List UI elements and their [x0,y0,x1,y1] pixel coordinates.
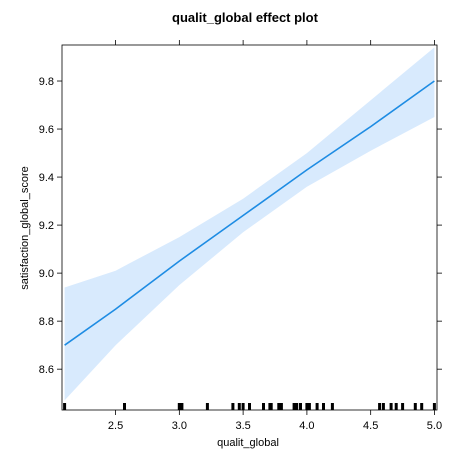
y-tick-label: 9.6 [39,124,54,136]
fit-line [64,80,435,346]
plot-area [61,44,438,411]
rug-mark [420,403,424,410]
x-tick-label: 4.0 [299,420,314,432]
rug-mark [262,403,265,410]
rug-mark [394,403,398,410]
y-tick-label: 9.4 [39,172,54,184]
y-tick-label: 9.0 [39,268,54,280]
x-axis-ticks: 2.5 3.0 3.5 4.0 4.5 5.0 [108,40,442,432]
x-tick-label: 2.5 [108,420,123,432]
x-tick-label: 4.5 [363,420,378,432]
rug-marks [63,403,436,410]
y-tick-label: 9.2 [39,220,54,232]
rug-mark [248,403,251,410]
rug-mark [292,403,296,410]
confidence-band [64,47,435,401]
rug-mark [432,403,436,410]
rug-mark [123,403,126,410]
rug-mark [381,403,385,410]
rug-mark [231,403,235,410]
x-axis-label: qualit_global [217,437,279,449]
rug-mark [305,403,309,410]
rug-mark [401,403,405,410]
y-axis-ticks: 8.6 8.8 9.0 9.2 9.4 9.6 9.8 [39,76,442,376]
y-tick-label: 8.6 [39,364,54,376]
rug-mark [330,403,334,410]
x-tick-label: 3.5 [235,420,250,432]
rug-mark [315,403,319,410]
y-tick-label: 8.8 [39,316,54,328]
rug-mark [277,403,281,410]
rug-mark [413,403,417,410]
rug-mark [295,403,299,410]
rug-mark [269,403,273,410]
rug-mark [307,403,311,410]
x-tick-label: 5.0 [427,420,442,432]
rug-mark [177,403,181,410]
rug-mark [299,403,302,410]
rug-mark [378,403,382,410]
chart-title: qualit_global effect plot [172,10,319,25]
rug-mark [279,403,283,410]
rug-mark [241,403,245,410]
x-tick-label: 3.0 [172,420,187,432]
rug-mark [180,403,184,410]
rug-mark [389,403,393,410]
rug-mark [205,403,209,410]
y-axis-label: satisfaction_global_score [19,166,31,290]
rug-mark [322,403,325,410]
rug-mark [63,403,67,410]
y-tick-label: 9.8 [39,76,54,88]
plot-frame [61,44,438,411]
rug-mark [237,403,241,410]
